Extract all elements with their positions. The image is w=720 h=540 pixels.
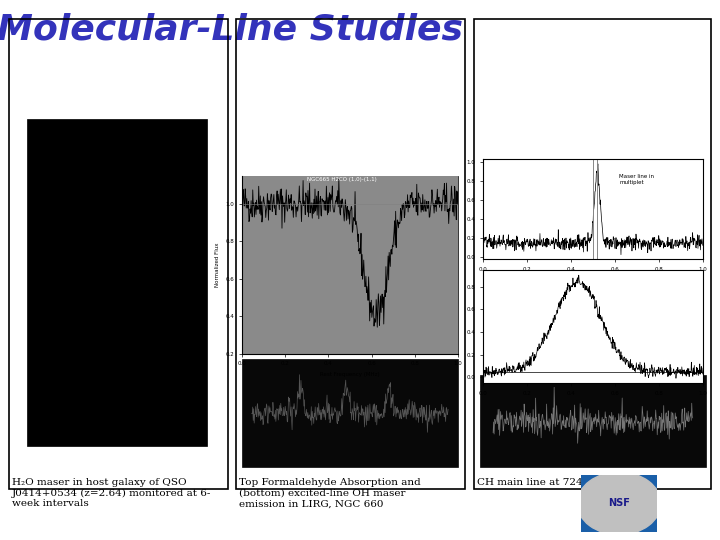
Text: NGC665 H2CO (1,0)-(1,1): NGC665 H2CO (1,0)-(1,1) [307,177,377,182]
X-axis label: Rest Frequency (MHz): Rest Frequency (MHz) [320,372,379,377]
Circle shape [577,472,661,535]
Text: Top Formaldehyde Absorption and
(bottom) excited-line OH maser
emission in LIRG,: Top Formaldehyde Absorption and (bottom)… [239,478,420,508]
Bar [9,19,228,489]
Circle shape [559,459,678,540]
Text: NSF: NSF [608,498,630,508]
Bar [27,119,207,446]
Text: Maser line in
multiplet: Maser line in multiplet [619,174,654,185]
Bar [480,375,706,467]
Y-axis label: Normalized Flux: Normalized Flux [215,242,220,287]
Text: Molecular-Line Studies: Molecular-Line Studies [0,13,464,46]
Text: CH$_2$NH  in Arp 220: CH$_2$NH in Arp 220 [531,291,654,308]
Text: H₂O maser in host galaxy of QSO
J0414+0534 (z=2.64) monitored at 6-
week interva: H₂O maser in host galaxy of QSO J0414+05… [12,478,211,508]
Bar [242,176,458,354]
Bar [474,19,711,489]
Bar [236,19,465,489]
Text: CH main line at 724 MHz in W51: CH main line at 724 MHz in W51 [477,478,651,488]
Bar [242,359,458,467]
